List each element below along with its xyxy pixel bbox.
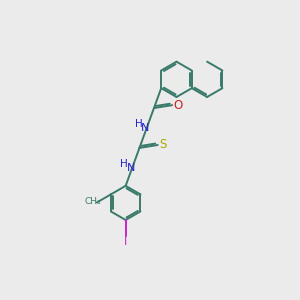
- Text: O: O: [173, 99, 182, 112]
- Text: N: N: [127, 163, 135, 173]
- Text: H: H: [120, 159, 128, 169]
- Text: I: I: [124, 235, 127, 248]
- Text: N: N: [141, 123, 149, 133]
- Text: CH₃: CH₃: [85, 196, 102, 206]
- Text: S: S: [159, 139, 167, 152]
- Text: H: H: [135, 119, 142, 130]
